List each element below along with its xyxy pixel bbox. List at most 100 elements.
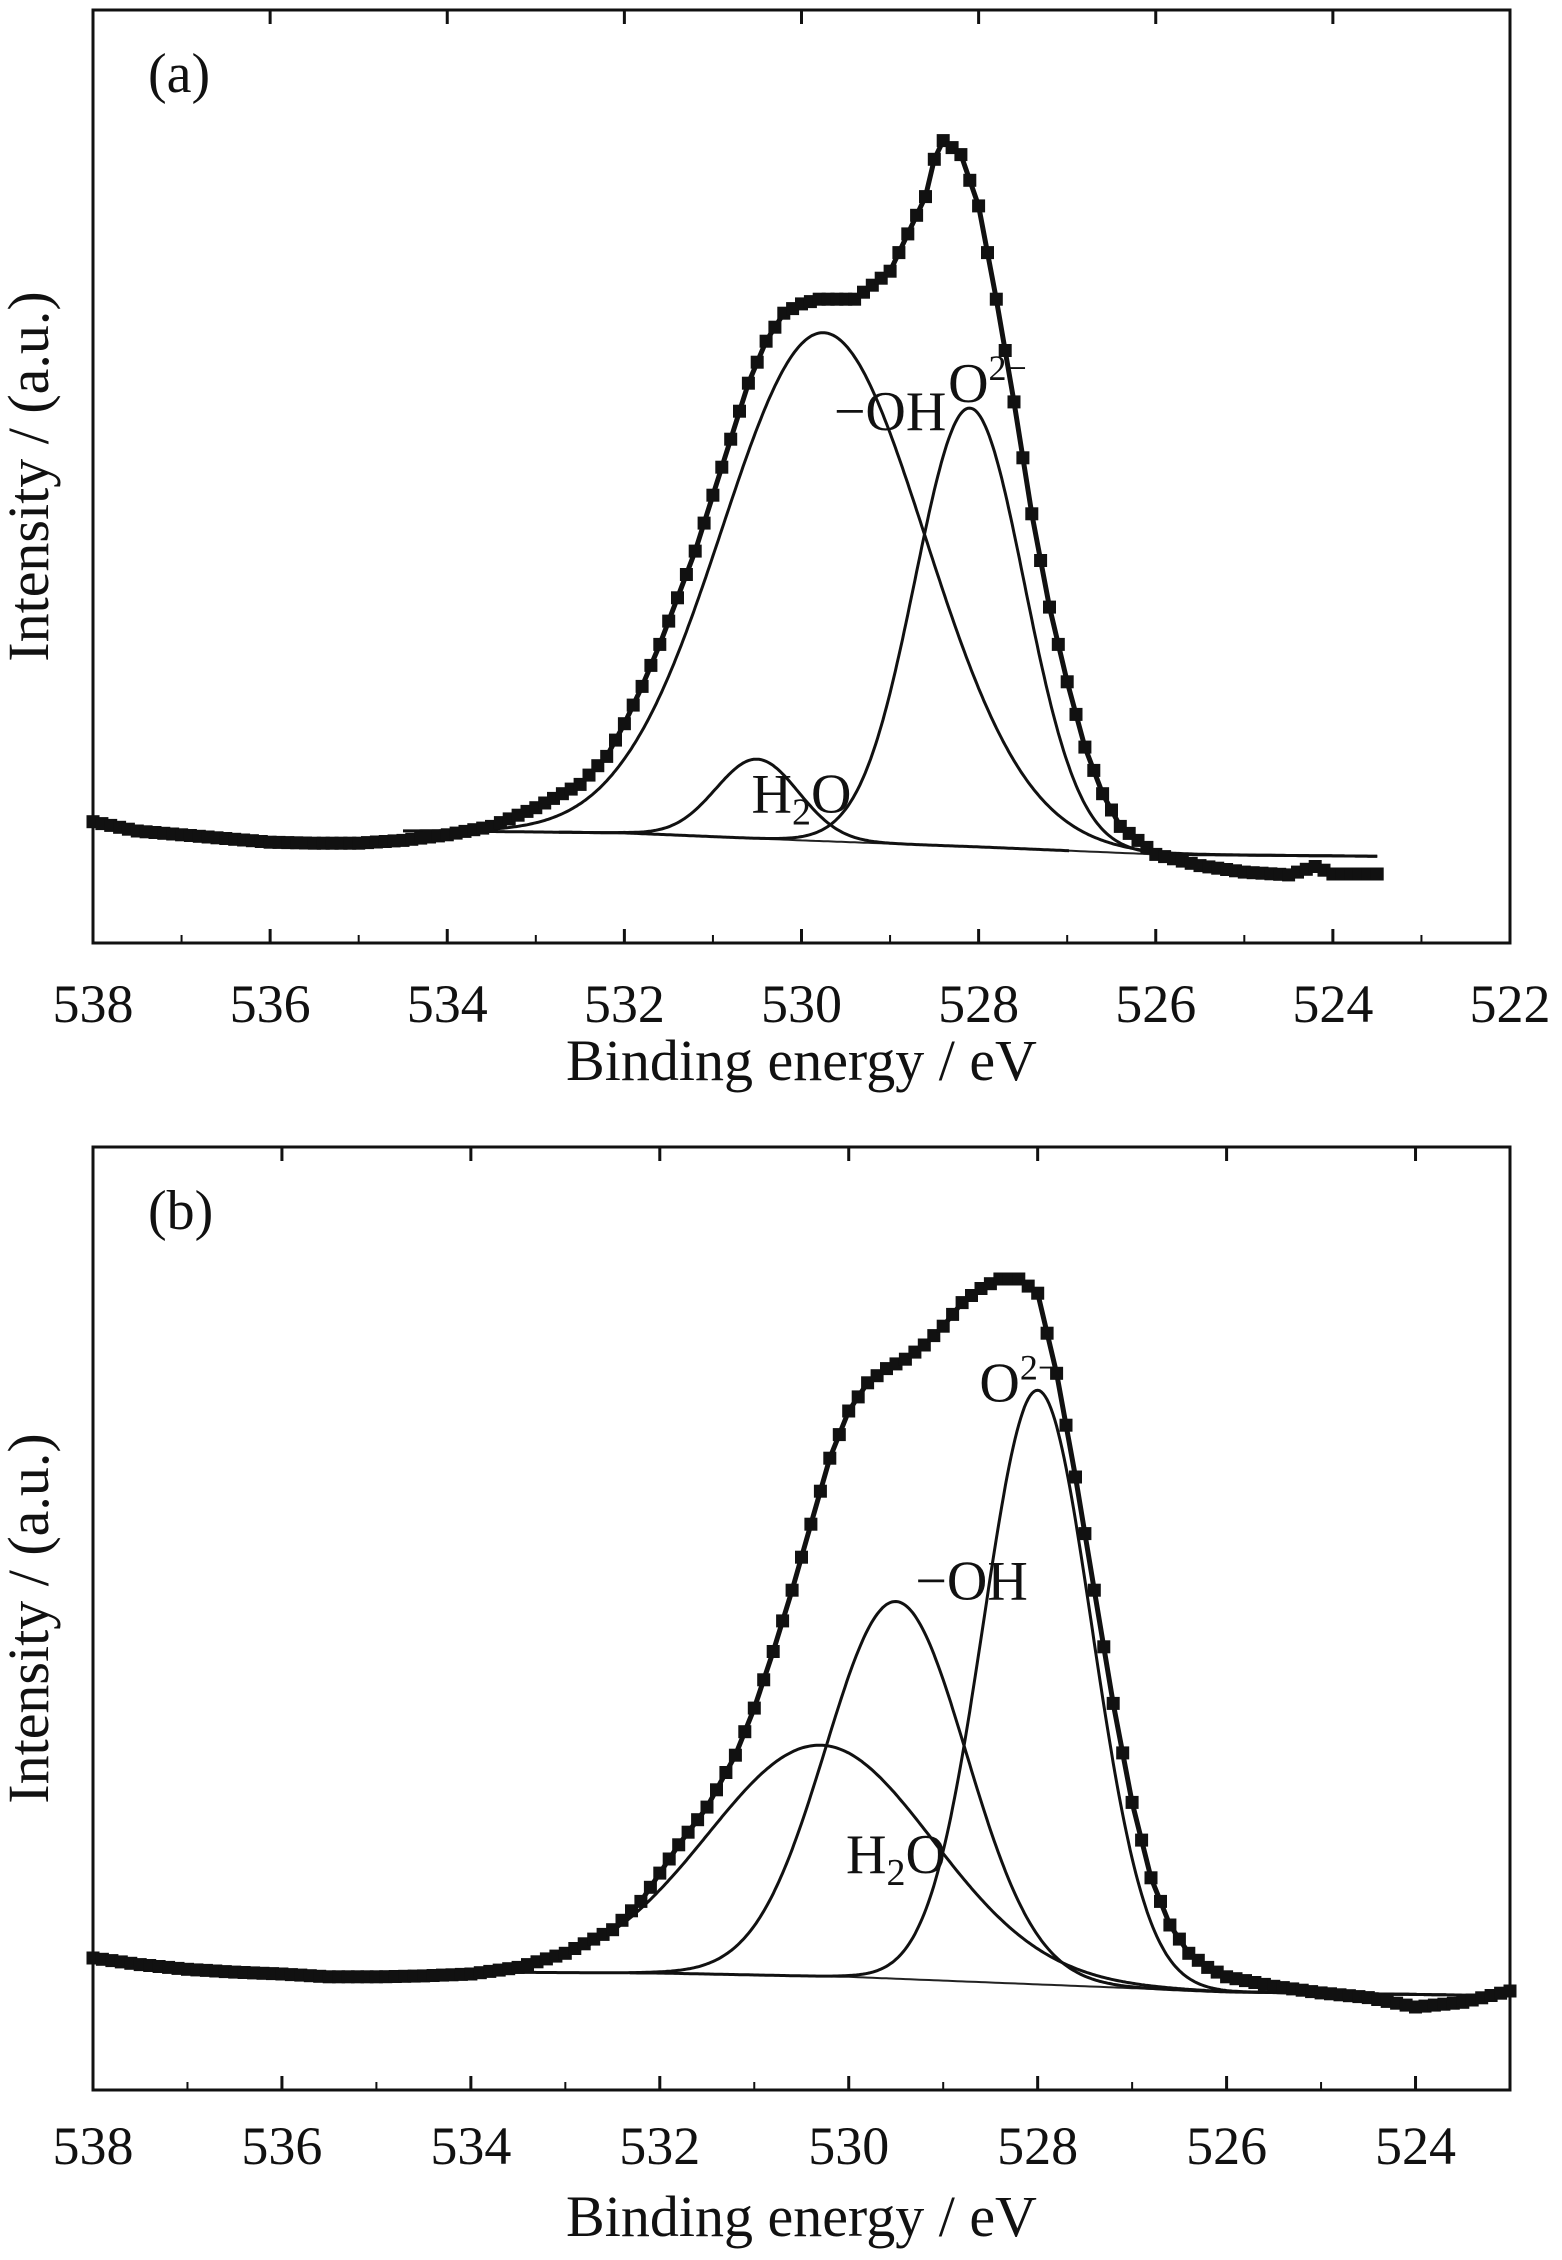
data-point: [679, 568, 693, 581]
x-tick-label: 526: [1186, 2116, 1267, 2176]
x-tick-label: 532: [584, 974, 665, 1034]
x-axis-label: Binding energy / eV: [566, 1028, 1037, 1093]
data-point: [1025, 507, 1039, 521]
peak-label-main: O: [948, 353, 988, 415]
data-point: [1370, 867, 1384, 881]
data-point: [1059, 1418, 1073, 1432]
data-point: [823, 1451, 837, 1465]
data-point: [1105, 803, 1118, 817]
data-point: [1135, 1833, 1149, 1847]
data-point: [700, 1800, 714, 1814]
data-point: [954, 148, 968, 162]
data-point: [776, 1614, 790, 1628]
data-point: [738, 1725, 752, 1739]
data-point: [733, 404, 746, 418]
peak-label-superscript: 2−: [989, 348, 1027, 388]
data-point: [981, 246, 994, 260]
data-point: [1051, 637, 1065, 651]
data-point: [1016, 451, 1030, 465]
peak-label-main: H: [752, 763, 792, 825]
peak-label-o2minus: O2−: [948, 348, 1027, 415]
x-tick-label: 536: [241, 2116, 322, 2176]
data-point: [728, 1748, 742, 1762]
data-point: [1163, 1918, 1177, 1932]
data-point: [1069, 1470, 1082, 1484]
x-tick-label: 524: [1292, 974, 1373, 1034]
measured-points: [86, 134, 1384, 882]
peak-label-rest: O: [811, 763, 851, 825]
data-point: [741, 376, 755, 390]
data-point: [681, 1825, 695, 1839]
data-point: [697, 516, 711, 530]
data-point: [766, 1645, 780, 1658]
measured-envelope-line: [92, 1276, 1511, 2010]
peak-label-main: −OH: [834, 381, 946, 443]
data-point: [1007, 395, 1021, 409]
data-point: [1154, 1894, 1167, 1908]
data-point: [901, 227, 915, 241]
data-point: [715, 460, 729, 474]
x-tick-label: 530: [761, 974, 842, 1034]
panel-label: (b): [148, 1180, 213, 1242]
data-point: [757, 1673, 771, 1687]
peak-label-main: H: [846, 1824, 886, 1886]
data-point: [635, 679, 649, 693]
data-point: [1172, 1932, 1186, 1946]
peak-label-h2o: H2O: [846, 1824, 946, 1894]
data-point: [626, 698, 640, 712]
measured-envelope-line: [92, 136, 1378, 878]
x-tick-label: 524: [1375, 2116, 1456, 2176]
x-axis-ticks: 538 536 534 532 530 528 526 524 522: [53, 10, 1551, 1034]
measured-points: [86, 1272, 1517, 2014]
data-point: [892, 246, 906, 260]
peak-label-main: −OH: [915, 1551, 1027, 1613]
data-point: [759, 334, 773, 348]
component-curve-o2minus: [629, 1388, 1446, 1997]
data-point: [747, 1701, 761, 1715]
data-point: [600, 749, 614, 763]
data-point: [1116, 1746, 1130, 1760]
peak-label-subscript: 2: [792, 791, 811, 833]
data-point: [851, 1390, 865, 1404]
x-tick-label: 530: [808, 2116, 889, 2176]
x-tick-label: 534: [407, 974, 488, 1034]
data-point: [1069, 707, 1083, 721]
data-point: [1087, 763, 1101, 777]
peak-label-subscript: 2: [886, 1852, 905, 1894]
plot-frame: [91, 1145, 1512, 2092]
data-point: [1106, 1696, 1120, 1710]
data-point: [653, 637, 667, 651]
data-point: [634, 1894, 648, 1908]
data-point: [813, 1484, 827, 1498]
data-point: [724, 432, 738, 446]
data-point: [1043, 600, 1056, 614]
data-point: [998, 344, 1012, 357]
x-tick-label: 536: [230, 974, 311, 1034]
data-point: [1503, 1984, 1517, 1998]
data-point: [1050, 1366, 1064, 1380]
peak-label-oh: −OH: [834, 381, 946, 443]
x-tick-label: 526: [1115, 974, 1196, 1034]
data-point: [1097, 1640, 1111, 1654]
component-curve-h2o: [445, 757, 1070, 853]
x-tick-label: 538: [53, 974, 134, 1034]
data-point: [1144, 1871, 1158, 1885]
x-axis-ticks: 538 536 534 532 530 528 526 524: [53, 1147, 1456, 2176]
data-point: [989, 292, 1003, 306]
data-point: [662, 614, 676, 628]
data-point: [609, 733, 622, 747]
panel-label: (a): [148, 43, 210, 105]
x-tick-label: 532: [619, 2116, 700, 2176]
peak-label-rest: O: [905, 1824, 945, 1886]
data-point: [643, 1880, 657, 1894]
data-point: [785, 1583, 799, 1597]
data-point: [653, 1866, 667, 1880]
x-tick-label: 522: [1470, 974, 1551, 1034]
component-curve-h2o: [423, 1743, 1510, 1998]
data-point: [750, 355, 764, 369]
data-point: [919, 190, 932, 204]
x-tick-label: 538: [53, 2116, 134, 2176]
data-point: [1078, 740, 1092, 754]
data-point: [1125, 1795, 1139, 1809]
